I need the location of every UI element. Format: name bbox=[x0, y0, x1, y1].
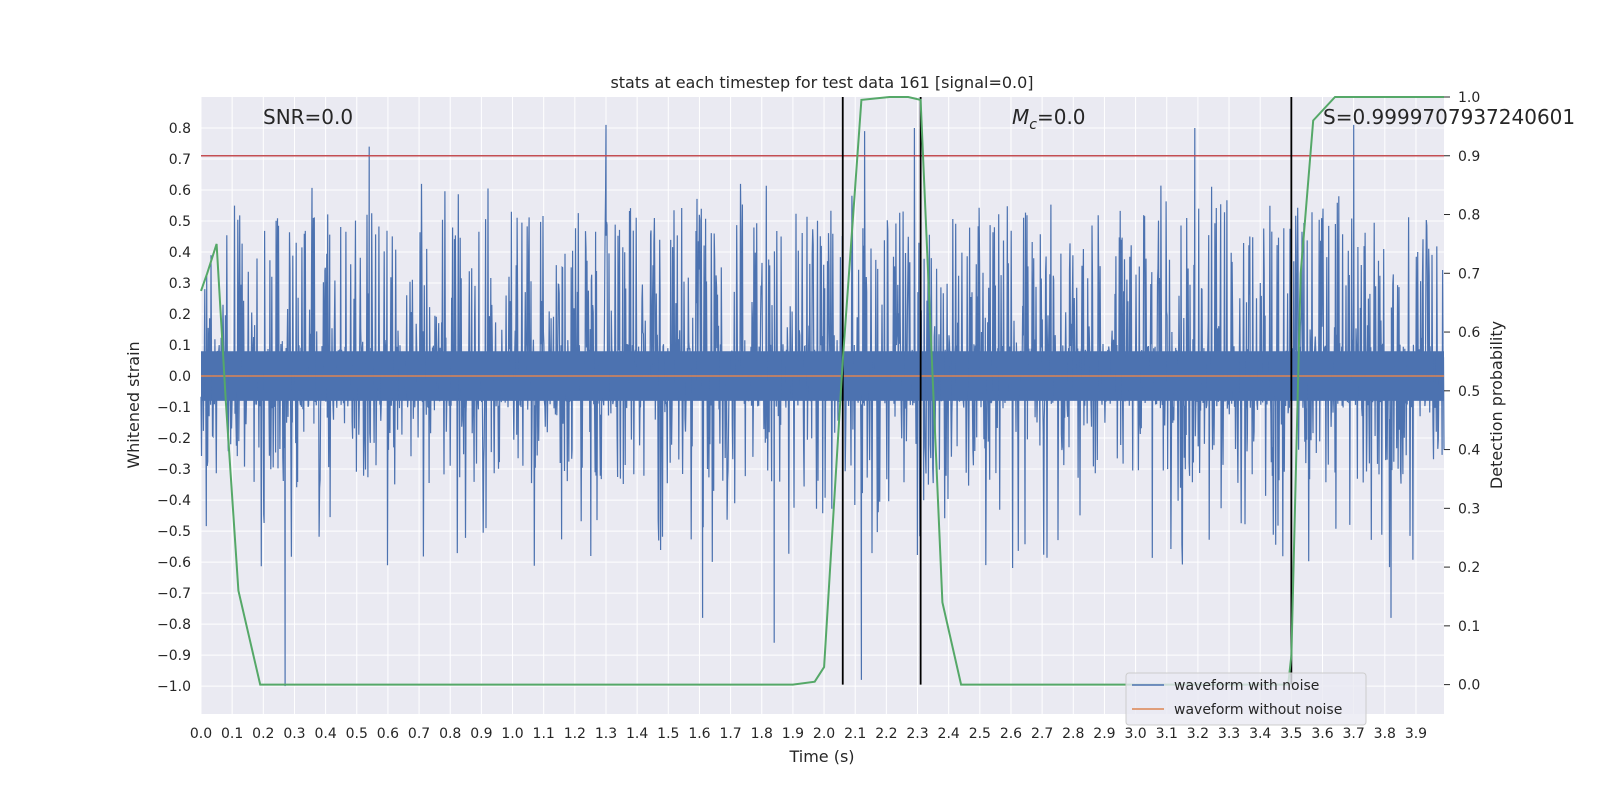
x-tick-label: 1.2 bbox=[564, 726, 586, 742]
y2-tick-label: 1.0 bbox=[1458, 90, 1480, 106]
mc-annotation: Mc=0.0 bbox=[1012, 105, 1086, 133]
x-tick-label: 1.1 bbox=[533, 726, 555, 742]
x-tick-label: 2.8 bbox=[1062, 726, 1084, 742]
x-tick-label: 0.3 bbox=[283, 726, 305, 742]
x-tick-label: 3.9 bbox=[1405, 726, 1427, 742]
x-tick-label: 2.9 bbox=[1093, 726, 1115, 742]
y2-tick-label: 0.7 bbox=[1458, 266, 1480, 282]
y-axis-label: Whitened strain bbox=[124, 341, 143, 468]
y2-axis-label: Detection probability bbox=[1487, 321, 1506, 489]
x-tick-label: 3.3 bbox=[1218, 726, 1240, 742]
y-tick-label: 0.0 bbox=[169, 369, 191, 385]
x-tick-label: 2.3 bbox=[906, 726, 928, 742]
s-annotation: S=0.9999707937240601 bbox=[1323, 105, 1575, 129]
legend: waveform with noise waveform without noi… bbox=[1125, 672, 1367, 726]
y-tick-label: 0.4 bbox=[169, 245, 191, 261]
x-tick-label: 0.1 bbox=[221, 726, 243, 742]
y-tick-label: −0.5 bbox=[157, 524, 191, 540]
y2-tick-label: 0.4 bbox=[1458, 443, 1480, 459]
legend-label-clean: waveform without noise bbox=[1174, 702, 1342, 718]
y2-tick-label: 0.3 bbox=[1458, 501, 1480, 517]
x-tick-label: 1.0 bbox=[501, 726, 523, 742]
x-tick-labels: 0.0 0.1 0.2 0.3 0.4 0.5 0.6 0.7 0.8 0.9 1.0 1.1 1.2 1… bbox=[190, 726, 1427, 742]
y2-tick-label: 0.5 bbox=[1458, 384, 1480, 400]
x-tick-label: 0.7 bbox=[408, 726, 430, 742]
x-tick-label: 2.1 bbox=[844, 726, 866, 742]
y-tick-label: −0.9 bbox=[157, 648, 191, 664]
y-tick-label: 0.5 bbox=[169, 214, 191, 230]
x-tick-label: 3.0 bbox=[1124, 726, 1146, 742]
y-tick-label: −0.6 bbox=[157, 555, 191, 571]
y-tick-label: 0.2 bbox=[169, 307, 191, 323]
y-tick-label: −0.8 bbox=[157, 617, 191, 633]
vertical-markers bbox=[841, 97, 1293, 685]
x-tick-label: 3.1 bbox=[1156, 726, 1178, 742]
x-tick-label: 2.0 bbox=[813, 726, 835, 742]
x-tick-label: 2.5 bbox=[969, 726, 991, 742]
x-tick-label: 0.8 bbox=[439, 726, 461, 742]
mc-symbol: M bbox=[1012, 105, 1029, 129]
probability-line bbox=[200, 96, 1444, 686]
y2-tick-label: 0.2 bbox=[1458, 560, 1480, 576]
x-tick-label: 1.8 bbox=[751, 726, 773, 742]
x-tick-label: 1.5 bbox=[657, 726, 679, 742]
y2-tick-label: 0.9 bbox=[1458, 149, 1480, 165]
x-tick-label: 0.6 bbox=[377, 726, 399, 742]
chart-title: stats at each timestep for test data 161… bbox=[610, 73, 1033, 92]
x-tick-label: 0.0 bbox=[190, 726, 212, 742]
y2-tick-label: 0.6 bbox=[1458, 325, 1480, 341]
y2-tick-label: 0.8 bbox=[1458, 208, 1480, 224]
y-tick-label: 0.8 bbox=[169, 121, 191, 137]
x-tick-label: 2.2 bbox=[875, 726, 897, 742]
x-tick-label: 3.4 bbox=[1249, 726, 1271, 742]
snr-annotation: SNR=0.0 bbox=[263, 105, 353, 129]
y-tick-label: 0.3 bbox=[169, 276, 191, 292]
mc-subscript: c bbox=[1029, 117, 1037, 133]
legend-label-noise: waveform with noise bbox=[1174, 678, 1319, 694]
y-tick-label: −0.4 bbox=[157, 493, 191, 509]
y-tick-label: 0.1 bbox=[169, 338, 191, 354]
x-tick-label: 1.4 bbox=[626, 726, 648, 742]
x-tick-label: 2.7 bbox=[1031, 726, 1053, 742]
x-tick-label: 2.4 bbox=[938, 726, 960, 742]
x-tick-label: 0.5 bbox=[346, 726, 368, 742]
y-tick-label: −0.2 bbox=[157, 431, 191, 447]
x-tick-label: 1.9 bbox=[782, 726, 804, 742]
x-tick-label: 3.6 bbox=[1311, 726, 1333, 742]
x-tick-label: 1.7 bbox=[719, 726, 741, 742]
y-tick-labels: 0.8 0.7 0.6 0.5 0.4 0.3 0.2 0.1 0.0 −0.1 −0.2 −0.3 −… bbox=[157, 121, 191, 695]
legend-box bbox=[1125, 672, 1367, 726]
noise-waveform-line bbox=[200, 124, 1445, 687]
x-tick-label: 3.7 bbox=[1343, 726, 1365, 742]
y2-tick-label: 0.1 bbox=[1458, 619, 1480, 635]
x-tick-label: 2.6 bbox=[1000, 726, 1022, 742]
x-tick-label: 3.5 bbox=[1280, 726, 1302, 742]
x-axis-label: Time (s) bbox=[788, 747, 854, 766]
y2-tick-label: 0.0 bbox=[1458, 678, 1480, 694]
x-tick-label: 1.3 bbox=[595, 726, 617, 742]
y2-tick-labels: 1.0 0.9 0.8 0.7 0.6 0.5 0.4 0.3 0.2 0.1 0.0 bbox=[1444, 90, 1480, 694]
x-tick-label: 0.9 bbox=[470, 726, 492, 742]
x-tick-label: 0.2 bbox=[252, 726, 274, 742]
x-tick-label: 0.4 bbox=[314, 726, 336, 742]
y-tick-label: −0.1 bbox=[157, 400, 191, 416]
mc-value: =0.0 bbox=[1037, 105, 1086, 129]
y-tick-label: 0.6 bbox=[169, 183, 191, 199]
x-tick-label: 3.8 bbox=[1374, 726, 1396, 742]
y-tick-label: −0.7 bbox=[157, 586, 191, 602]
y-tick-label: 0.7 bbox=[169, 152, 191, 168]
x-tick-label: 1.6 bbox=[688, 726, 710, 742]
y-tick-label: −1.0 bbox=[157, 679, 191, 695]
y-tick-label: −0.3 bbox=[157, 462, 191, 478]
x-tick-label: 3.2 bbox=[1187, 726, 1209, 742]
series-detection-probability bbox=[200, 96, 1444, 686]
